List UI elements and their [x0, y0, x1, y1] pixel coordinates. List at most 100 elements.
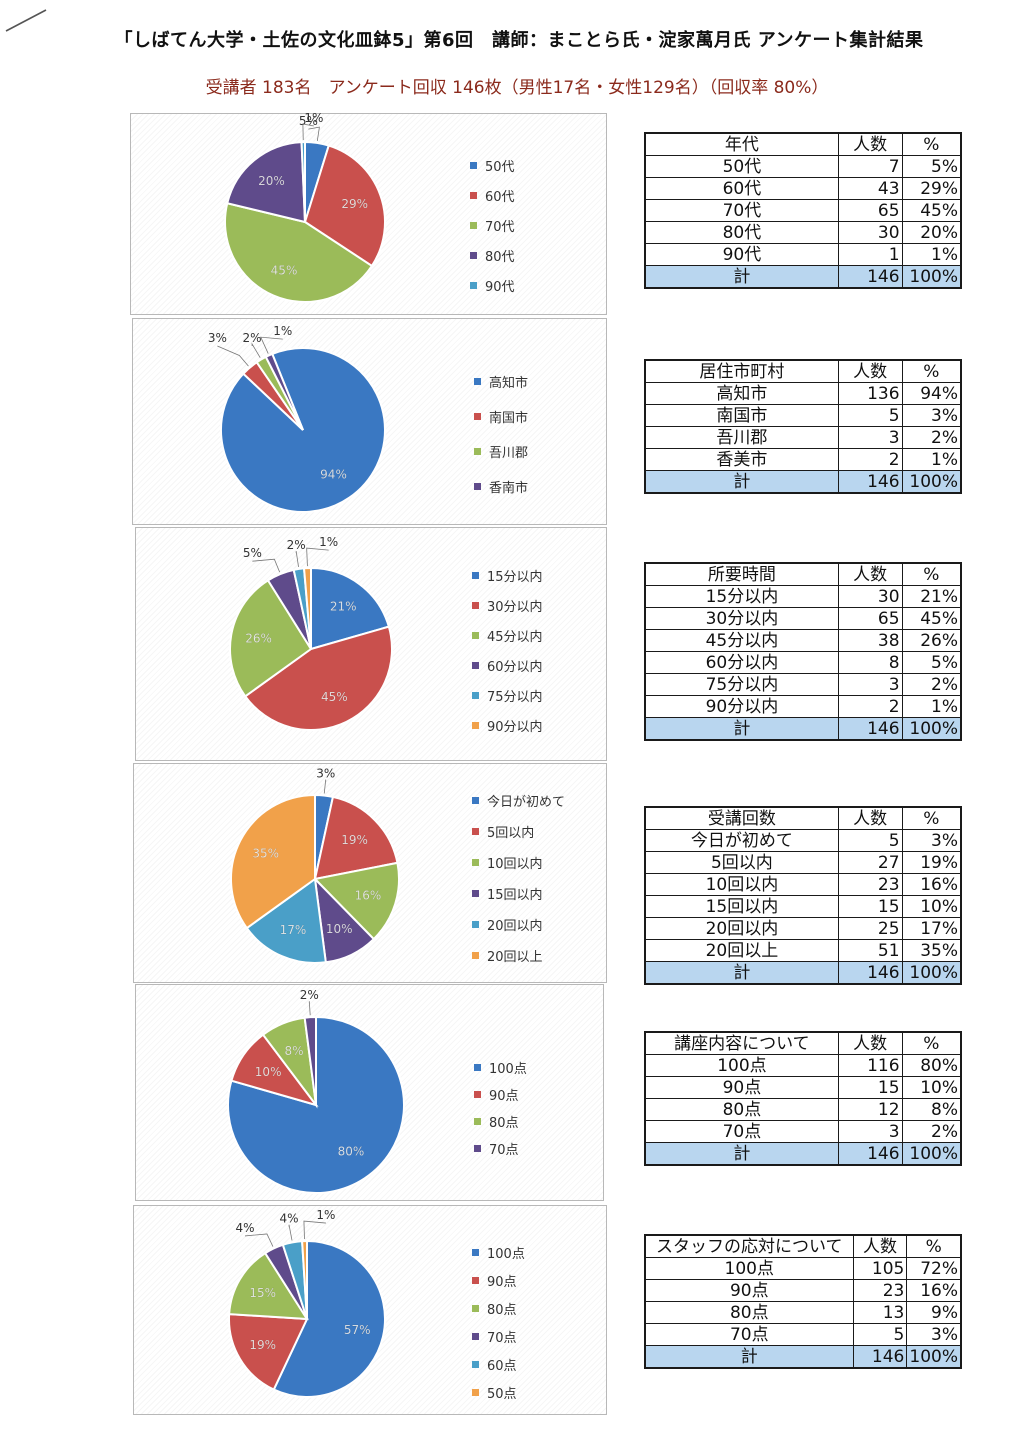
table-cell: 3: [837, 426, 903, 449]
stats-table: スタッフの応対について 人数% 100点 105 72% 90点 23 16% 80点 13 9% 7…: [644, 1234, 962, 1369]
table-cell: 30: [837, 221, 903, 244]
legend-swatch: [472, 859, 479, 866]
pie-slice: [313, 795, 399, 881]
legend-label: 90分以内: [487, 719, 543, 735]
table-row: 香美市 2 1%: [644, 448, 962, 471]
table-cell: 23: [852, 1279, 908, 1302]
table-header-row: 所要時間 人数%: [644, 562, 962, 586]
table-cell: 16%: [901, 873, 962, 896]
table-header: 受講回数: [644, 806, 839, 830]
pie-chart: 5% 29% 45% 20% 1%: [224, 111, 386, 303]
table-cell: 21%: [901, 585, 962, 608]
table-cell: 100%: [906, 1345, 962, 1369]
pie-slice: [300, 140, 306, 223]
table-cell: 2%: [901, 673, 962, 696]
legend-item: 90分以内: [472, 710, 543, 740]
stats-table: 年代 人数% 50代 7 5% 60代 43 29% 70代 65 45% 80代 30 20% 90代 1 1…: [644, 132, 962, 289]
table-row: 15回以内 15 10%: [644, 895, 962, 918]
leader-line: [323, 779, 327, 794]
table-cell: 3: [837, 1120, 903, 1143]
table-row: 70代 65 45%: [644, 199, 962, 222]
data-label: 8%: [285, 1044, 304, 1058]
table-cell: 15回以内: [644, 895, 839, 918]
table-cell: 51: [837, 939, 903, 962]
stats-table: 所要時間 人数% 15分以内 30 21% 30分以内 65 45% 45分以内 38 26% 60分…: [644, 562, 962, 741]
table-header-row: 受講回数 人数%: [644, 806, 962, 830]
leader-line: [251, 342, 261, 358]
table-cell: 35%: [901, 939, 962, 962]
table-cell: 1%: [901, 448, 962, 471]
table-cell: 計: [644, 717, 839, 741]
data-label: 45%: [321, 690, 348, 704]
table-cell: 13: [852, 1301, 908, 1324]
table-cell: 1%: [901, 243, 962, 266]
table-row: 75分以内 3 2%: [644, 673, 962, 696]
data-label: 80%: [338, 1144, 365, 1158]
legend-item: 75分以内: [472, 680, 543, 710]
table-row: 50代 7 5%: [644, 155, 962, 178]
table-cell: 今日が初めて: [644, 829, 839, 852]
table-row: 20回以上 51 35%: [644, 939, 962, 962]
legend-label: 20回以内: [487, 919, 543, 934]
legend-item: 80点: [472, 1294, 525, 1322]
legend-swatch: [470, 221, 477, 229]
table-cell: 80点: [644, 1301, 854, 1324]
data-label: 1%: [304, 111, 323, 125]
data-label: 26%: [245, 632, 272, 646]
table-cell: 香美市: [644, 448, 839, 471]
legend-item: 30分以内: [472, 590, 543, 620]
pie-slice: [245, 877, 327, 964]
table-header: %: [906, 1234, 962, 1258]
pen-mark: [5, 9, 47, 32]
pie-slice: [301, 1239, 308, 1320]
data-label: 45%: [271, 263, 298, 277]
table-cell: 100%: [901, 717, 962, 741]
legend-swatch: [472, 1360, 479, 1368]
leader-line: [252, 558, 281, 573]
stats-table: 講座内容について 人数% 100点 116 80% 90点 15 10% 80点 12 8% 70点 3…: [644, 1031, 962, 1166]
table-cell: 12: [837, 1098, 903, 1121]
table-cell: 15: [837, 1076, 903, 1099]
legend-label: 100点: [489, 1062, 527, 1077]
data-label: 21%: [330, 599, 357, 613]
table-cell: 15: [837, 895, 903, 918]
leader-line: [260, 336, 283, 354]
legend-swatch: [472, 721, 479, 729]
legend-label: 20回以上: [487, 950, 543, 965]
table-row: 15分以内 30 21%: [644, 585, 962, 608]
pie-slice: [220, 347, 386, 513]
chart-panel: 21% 45% 26% 5% 2% 1%: [135, 527, 607, 761]
legend-swatch: [472, 571, 479, 579]
table-row: 90点 23 16%: [644, 1279, 962, 1302]
table-cell: 計: [644, 1142, 839, 1166]
data-label: 5%: [243, 546, 262, 560]
legend-label: 75分以内: [487, 689, 543, 705]
chart-legend: 100点 90点 80点 70点 60点 50点: [472, 1238, 525, 1406]
table-cell: 8: [837, 651, 903, 674]
table-cell: 5: [837, 404, 903, 427]
chart-panel: 3% 19% 16% 10% 17% 35%: [133, 763, 607, 983]
table-cell: 45分以内: [644, 629, 839, 652]
table-cell: 146: [837, 1142, 903, 1166]
legend-item: 香南市: [474, 469, 528, 504]
legend-item: 60点: [472, 1350, 525, 1378]
table-cell: 8%: [901, 1098, 962, 1121]
legend-swatch: [472, 661, 479, 669]
table-cell: 計: [644, 470, 839, 494]
table-cell: 146: [837, 470, 903, 494]
legend-swatch: [472, 952, 479, 959]
chart-legend: 今日が初めて 5回以内 10回以内 15回以内 20回以内 20回以上: [472, 785, 565, 971]
table-cell: 146: [852, 1345, 908, 1369]
data-label: 17%: [280, 923, 307, 937]
legend-item: 80点: [474, 1108, 527, 1135]
legend-label: 高知市: [489, 376, 529, 391]
table-cell: 90点: [644, 1076, 839, 1099]
leader-line: [288, 1224, 293, 1241]
data-label: 1%: [273, 324, 292, 338]
legend-swatch: [472, 828, 479, 835]
table-cell: 100%: [901, 1142, 962, 1166]
table-row: 今日が初めて 5 3%: [644, 829, 962, 852]
pie-slice: [303, 144, 386, 268]
legend-swatch: [472, 631, 479, 639]
table-cell: 90点: [644, 1279, 854, 1302]
